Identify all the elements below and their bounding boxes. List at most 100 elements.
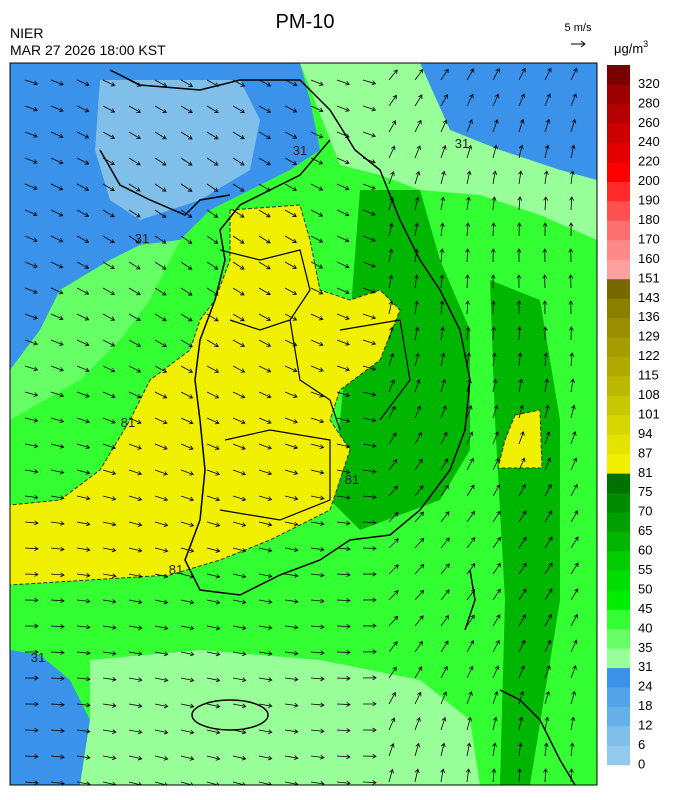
wind-arrow [258,287,271,296]
wind-arrow [336,365,351,372]
colorbar-label: 65 [638,523,652,538]
wind-arrow [180,287,193,296]
colorbar-label: 40 [638,620,652,635]
land-low [95,80,260,220]
wind-arrow [336,183,350,191]
wind-arrow [414,68,424,81]
wind-arrow [206,573,221,579]
wind-arrow [206,131,219,140]
wind-arrow [154,573,169,579]
wind-arrow [414,589,425,601]
wind-arrow [492,536,501,549]
wind-arrow [466,536,476,549]
wind-arrow [492,67,500,81]
wind-arrow [440,716,447,731]
wind-arrow [76,650,91,656]
wind-arrow [310,598,325,604]
wind-arrow [284,79,298,87]
wind-arrow [492,588,501,601]
wind-arrow [492,639,500,653]
wind-arrow [258,339,272,347]
wind-arrow [154,157,167,166]
wind-arrow [336,391,351,398]
wind-arrow [517,768,523,783]
wind-arrow [414,119,422,133]
wind-arrow [206,235,219,244]
wind-arrow [76,443,91,450]
map-frame [9,62,598,786]
wind-arrow [76,755,91,760]
wind-arrow [440,665,448,679]
colorbar-label: 6 [638,737,645,752]
wind-arrow [466,484,475,497]
wind-arrow [258,521,273,527]
wind-arrow [76,417,91,424]
wind-arrow [544,431,551,445]
wind-arrow [388,641,398,653]
wind-arrow [258,365,272,373]
wind-arrow [310,365,324,372]
colorbar-label: 122 [638,348,660,363]
wind-arrow [388,615,399,627]
wind-arrow [180,703,195,709]
wind-arrow [154,729,169,735]
wind-arrow [310,391,324,398]
wind-arrow [336,520,351,526]
wind-arrow [414,666,423,679]
wind-arrow [24,365,39,372]
wind-arrow [570,716,576,731]
wind-arrow [440,768,446,783]
wind-arrow [310,339,324,347]
wind-arrow [206,703,221,709]
wind-arrow [24,520,39,526]
wind-arrow [180,105,193,114]
wind-arrow [388,590,399,601]
colorbar-swatch [607,726,630,746]
wind-arrow [206,469,220,476]
wind-arrow [466,563,476,575]
wind-arrow [76,702,91,708]
wind-arrow [284,287,298,295]
colorbar-label: 75 [638,484,652,499]
wind-arrow [128,79,142,87]
wind-arrow [414,640,423,653]
contour-labels: 31 31 31 31 81 81 81 [31,136,469,665]
colorbar-swatch [607,259,630,280]
wind-arrow [544,613,552,627]
wind-arrow [128,235,141,244]
colorbar-label: 35 [638,640,652,655]
colorbar-swatch [607,395,630,416]
wind-arrow [24,754,39,759]
colorbar-swatch [607,84,630,105]
colorbar-swatch [607,434,630,455]
wind-arrow [310,521,325,527]
wind-arrow [180,443,194,450]
wind-arrow [154,755,169,761]
wind-arrow [362,753,377,759]
wind-arrow [517,352,523,367]
wind-arrow [258,599,273,605]
wind-arrow [518,483,526,497]
wind-arrow [440,352,446,367]
wind-arrow [102,495,117,501]
wind-arrow [102,755,117,761]
zone-31-south [80,650,480,785]
wind-arrow [336,546,351,552]
wind-arrow [102,676,117,682]
wind-arrow [388,300,394,315]
contour-label: 31 [293,143,307,158]
wind-arrow [180,495,195,502]
wind-arrow [128,157,141,166]
wind-arrow [518,118,525,133]
wind-arrow [362,520,377,526]
province-borders [219,249,411,521]
wind-arrow [310,105,324,113]
wind-arrow [362,780,377,785]
wind-arrow [284,624,299,630]
colorbar-label: 280 [638,95,660,110]
wind-arrow [414,145,421,159]
colorbar-label: 200 [638,173,660,188]
wind-arrow [440,431,448,445]
wind-arrow [180,391,194,399]
wind-arrow [50,521,65,526]
